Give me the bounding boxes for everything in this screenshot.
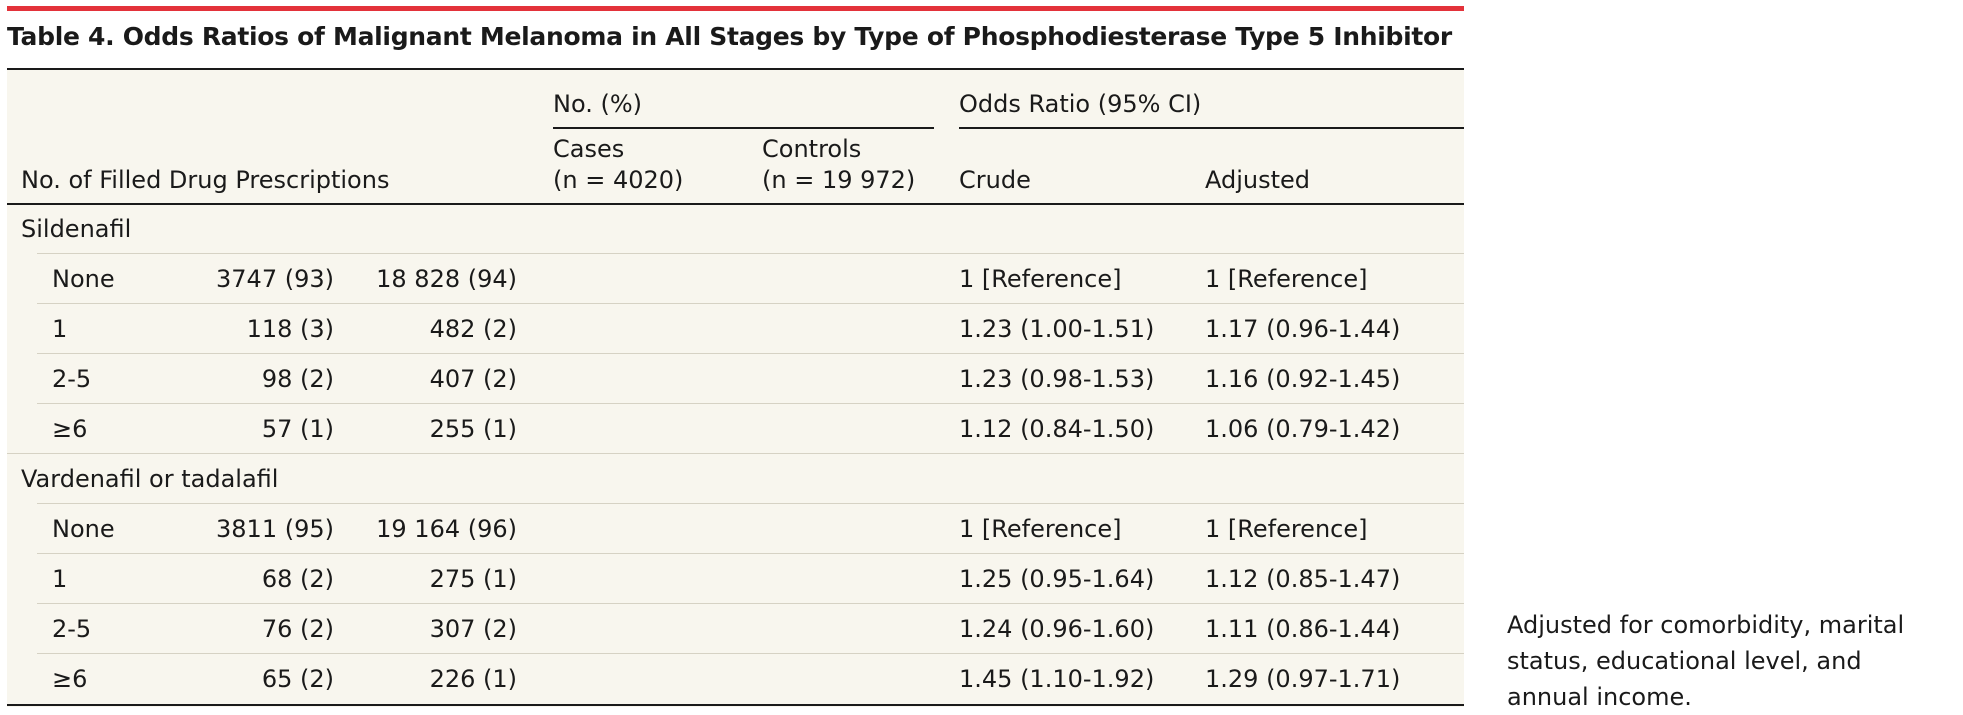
crude-or-cell: 1 [Reference] [959, 265, 1122, 293]
cases-cell: 57 (1) [261, 415, 334, 443]
controls-cell: 255 (1) [429, 415, 517, 443]
controls-cell: 19 164 (96) [376, 515, 517, 543]
header-cases-line2: (n = 4020) [553, 166, 684, 194]
table-bottom-rule [7, 704, 1464, 706]
adjusted-or-cell: 1 [Reference] [1205, 515, 1368, 543]
crude-or-cell: 1.12 (0.84-1.50) [959, 415, 1155, 443]
cases-cell: 65 (2) [261, 665, 334, 693]
table-row: ≥6 65 (2) 226 (1) 1.45 (1.10-1.92) 1.29 … [7, 654, 1464, 704]
header-controls-line1: Controls [762, 135, 862, 163]
adjusted-or-cell: 1.11 (0.86-1.44) [1205, 615, 1401, 643]
header-adjusted: Adjusted [1205, 166, 1311, 194]
crude-or-cell: 1.24 (0.96-1.60) [959, 615, 1155, 643]
controls-cell: 482 (2) [429, 315, 517, 343]
table-row: 2-5 76 (2) 307 (2) 1.24 (0.96-1.60) 1.11… [7, 604, 1464, 654]
row-label: None [52, 265, 115, 293]
table-panel [7, 70, 1464, 707]
crude-or-cell: 1.45 (1.10-1.92) [959, 665, 1155, 693]
crude-or-cell: 1.23 (0.98-1.53) [959, 365, 1155, 393]
crude-or-cell: 1.25 (0.95-1.64) [959, 565, 1155, 593]
row-label: Sildenafil [21, 215, 132, 243]
table-row: 2-5 98 (2) 407 (2) 1.23 (0.98-1.53) 1.16… [7, 354, 1464, 404]
table-title: Table 4. Odds Ratios of Malignant Melano… [7, 22, 1452, 51]
table-row-group: Sildenafil [7, 204, 1464, 254]
header-controls-line2: (n = 19 972) [762, 166, 916, 194]
cases-cell: 3747 (93) [216, 265, 334, 293]
header-row-label: No. of Filled Drug Prescriptions [21, 166, 390, 194]
header-crude: Crude [959, 166, 1031, 194]
title-accent-bar [7, 6, 1464, 11]
adjusted-or-cell: 1.17 (0.96-1.44) [1205, 315, 1401, 343]
title-divider [7, 68, 1464, 70]
header-cases-line1: Cases [553, 135, 625, 163]
row-label: ≥6 [52, 665, 88, 693]
table-row: ≥6 57 (1) 255 (1) 1.12 (0.84-1.50) 1.06 … [7, 404, 1464, 454]
adjusted-or-cell: 1.29 (0.97-1.71) [1205, 665, 1401, 693]
adjusted-or-cell: 1.12 (0.85-1.47) [1205, 565, 1401, 593]
table-row: None 3811 (95) 19 164 (96) 1 [Reference]… [7, 504, 1464, 554]
controls-cell: 18 828 (94) [376, 265, 517, 293]
adjusted-or-cell: 1 [Reference] [1205, 265, 1368, 293]
row-label: None [52, 515, 115, 543]
controls-cell: 407 (2) [429, 365, 517, 393]
header-cases: Cases (n = 4020) [553, 134, 683, 196]
controls-cell: 226 (1) [429, 665, 517, 693]
adjusted-or-cell: 1.06 (0.79-1.42) [1205, 415, 1401, 443]
table-footnote: Adjusted for comorbidity, marital status… [1507, 611, 1905, 711]
controls-cell: 307 (2) [429, 615, 517, 643]
header-odds-ratio-rule [959, 127, 1464, 129]
table-body: Sildenafil None 3747 (93) 18 828 (94) 1 … [7, 204, 1464, 704]
adjusted-or-cell: 1.16 (0.92-1.45) [1205, 365, 1401, 393]
row-label: Vardenafil or tadalafil [21, 465, 279, 493]
controls-cell: 275 (1) [429, 565, 517, 593]
row-label: 2-5 [52, 365, 92, 393]
header-no-pct: No. (%) [553, 90, 643, 118]
cases-cell: 3811 (95) [216, 515, 334, 543]
table-row: None 3747 (93) 18 828 (94) 1 [Reference]… [7, 254, 1464, 304]
table-row: 1 118 (3) 482 (2) 1.23 (1.00-1.51) 1.17 … [7, 304, 1464, 354]
header-no-pct-rule [553, 127, 934, 129]
crude-or-cell: 1.23 (1.00-1.51) [959, 315, 1155, 343]
header-bottom-rule [7, 203, 1464, 205]
cases-cell: 118 (3) [246, 315, 334, 343]
cases-cell: 68 (2) [261, 565, 334, 593]
row-label: 1 [52, 565, 68, 593]
table-row: 1 68 (2) 275 (1) 1.25 (0.95-1.64) 1.12 (… [7, 554, 1464, 604]
row-label: ≥6 [52, 415, 88, 443]
header-controls: Controls (n = 19 972) [762, 134, 915, 196]
header-odds-ratio: Odds Ratio (95% CI) [959, 90, 1202, 118]
row-label: 2-5 [52, 615, 92, 643]
row-label: 1 [52, 315, 68, 343]
cases-cell: 98 (2) [261, 365, 334, 393]
table-row-group: Vardenafil or tadalafil [7, 454, 1464, 504]
cases-cell: 76 (2) [261, 615, 334, 643]
crude-or-cell: 1 [Reference] [959, 515, 1122, 543]
